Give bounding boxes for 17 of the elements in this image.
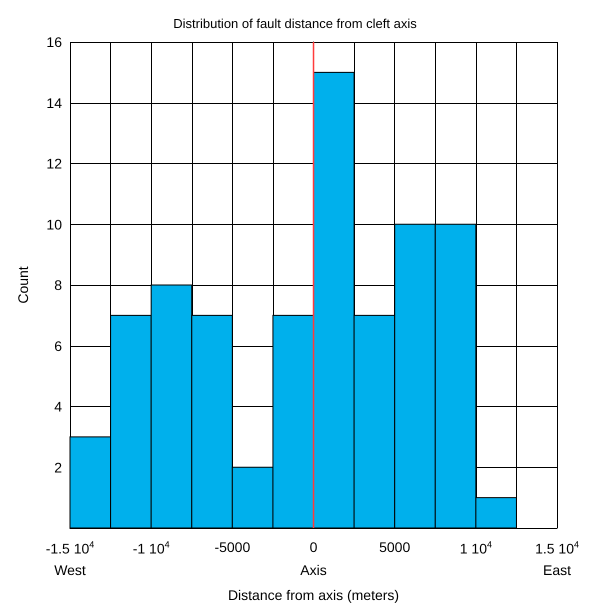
x-tick-label: -5000	[214, 539, 250, 555]
y-tick-label: 6	[54, 338, 62, 354]
y-tick-label: 2	[54, 459, 62, 476]
chart-title: Distribution of fault distance from cleft axis	[173, 16, 418, 31]
y-tick-label: 10	[46, 216, 62, 232]
y-axis-title: Count	[15, 266, 31, 304]
text: Axis	[300, 562, 327, 578]
x-tick-label: 5000	[379, 539, 410, 555]
y-tick-label: 12	[46, 156, 62, 172]
x-tick-label: 0	[310, 539, 318, 555]
text: East	[543, 562, 572, 578]
y-tick-label: 14	[46, 94, 62, 111]
x-axis-title: Distance from axis (meters)	[228, 587, 400, 603]
y-tick-label: 8	[54, 277, 62, 293]
y-tick-label: 4	[54, 398, 62, 414]
y-tick-label: 16	[46, 34, 62, 50]
text: West	[54, 562, 86, 578]
